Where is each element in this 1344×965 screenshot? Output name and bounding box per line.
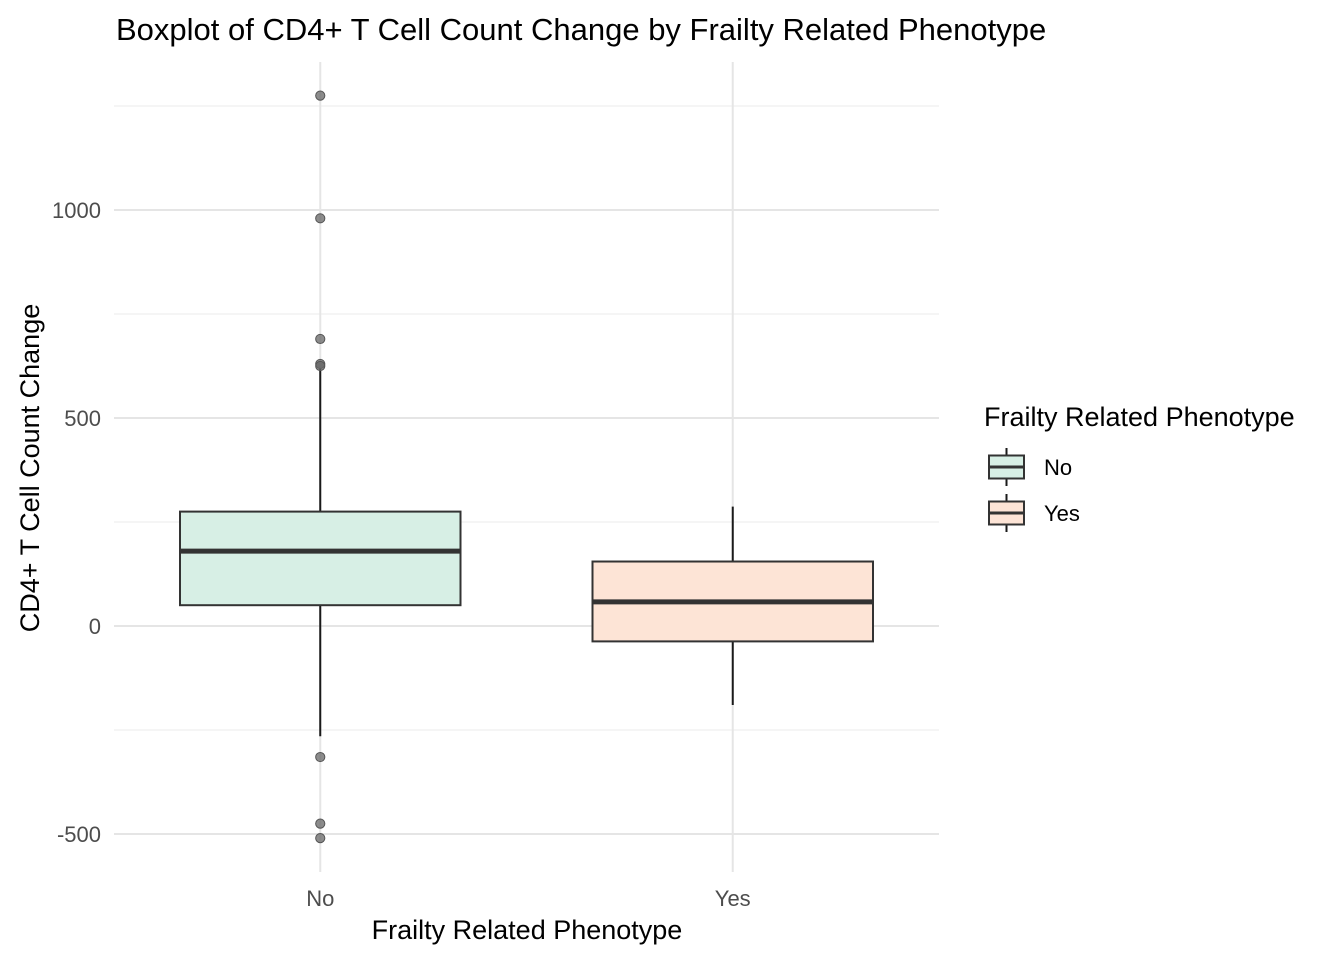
chart-title: Boxplot of CD4+ T Cell Count Change by F…	[116, 12, 1046, 47]
y-axis-title: CD4+ T Cell Count Change	[15, 304, 45, 632]
outlier-point	[315, 213, 326, 224]
x-axis-title: Frailty Related Phenotype	[372, 915, 683, 945]
box-group	[179, 90, 462, 844]
legend: Frailty Related Phenotype No Yes	[984, 402, 1295, 532]
legend-label: Yes	[1044, 501, 1080, 526]
legend-items: No Yes	[988, 448, 1080, 532]
outlier-point	[315, 333, 326, 345]
outlier-point	[315, 833, 326, 844]
legend-title: Frailty Related Phenotype	[984, 402, 1295, 432]
y-tick-label: 500	[64, 406, 101, 431]
y-tick-label: 1000	[52, 198, 101, 223]
legend-label: No	[1044, 455, 1072, 480]
box-group	[591, 506, 874, 706]
y-tick-label: 0	[89, 614, 101, 639]
outlier-point	[315, 360, 326, 372]
y-tick-label: -500	[57, 822, 101, 847]
legend-item: No	[988, 448, 1072, 486]
legend-item: Yes	[988, 494, 1080, 532]
box-layer	[179, 90, 874, 844]
x-tick-label: No	[306, 886, 334, 911]
grid-layer	[114, 62, 939, 872]
x-tick-label: Yes	[715, 886, 751, 911]
outlier-point	[315, 90, 326, 101]
outlier-point	[315, 818, 326, 829]
tick-layer: -500 0 500 1000 No Yes	[52, 198, 751, 911]
box-body	[179, 510, 462, 607]
outlier-point	[315, 751, 326, 763]
